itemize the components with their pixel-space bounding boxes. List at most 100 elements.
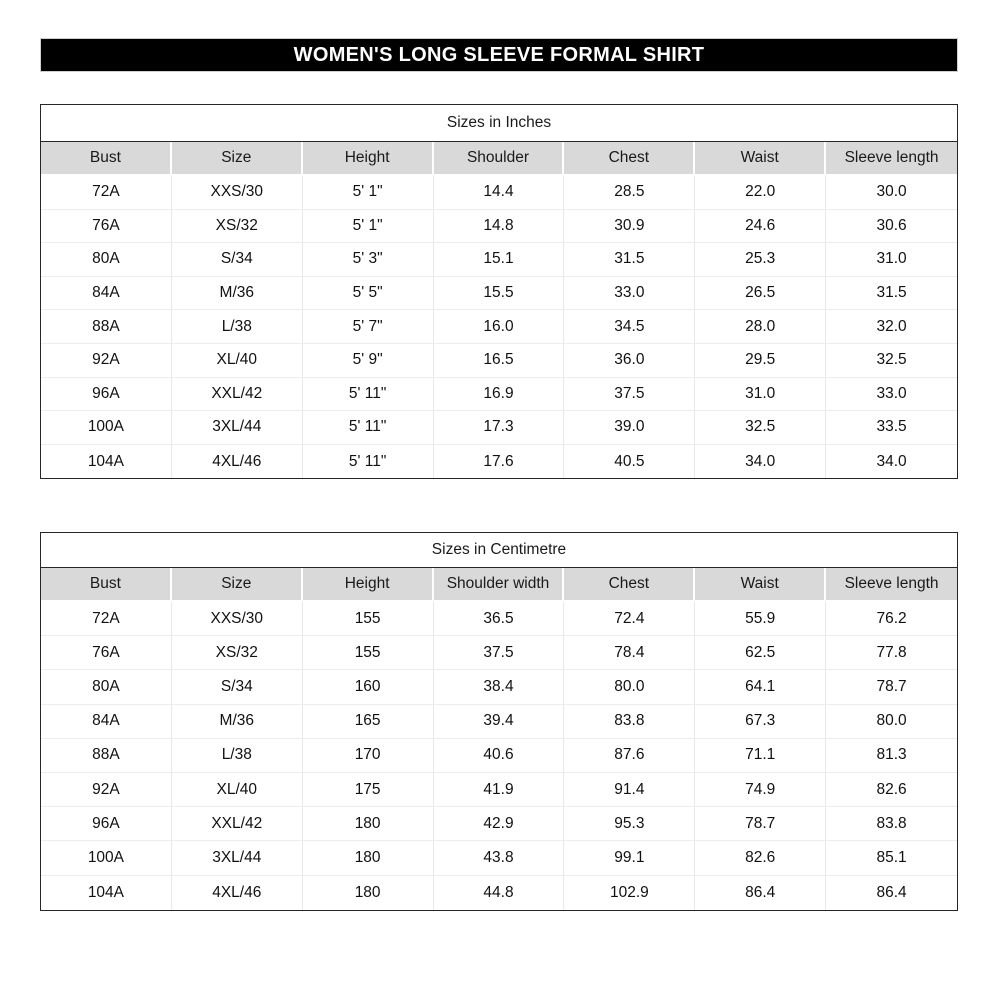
table-cell: 4XL/46 — [172, 875, 303, 910]
table-row: 84A M/36 165 39.4 83.8 67.3 80.0 — [41, 704, 957, 739]
size-table-centimetre: Sizes in Centimetre Bust Size Height Should… — [40, 532, 958, 911]
table-cell: 180 — [303, 807, 434, 841]
table-cell: 92A — [41, 772, 172, 807]
table-cell: 74.9 — [695, 772, 827, 807]
table-cell: 15.1 — [434, 243, 565, 276]
table-cell: 82.6 — [876, 780, 907, 798]
table-cell: 84A — [41, 276, 172, 310]
table-cell: 104A — [41, 444, 172, 479]
table-cell: 33.0 — [876, 384, 907, 402]
table-cell: 83.8 — [564, 704, 696, 738]
column-header: Shoulder — [433, 142, 565, 176]
table-header-row: Bust Size Height Shoulder width Chest Waist Sl… — [41, 568, 957, 602]
table-cell: 33.5 — [876, 418, 907, 436]
table-row: 76A XS/32 155 37.5 78.4 62.5 77.8 — [41, 636, 957, 671]
table-cell: 72A — [41, 602, 172, 636]
table-cell: 78.7 — [876, 677, 907, 695]
table-cell: 17.6 — [434, 444, 565, 479]
table-cell: 16.5 — [434, 343, 565, 377]
table-cell: 78.7 — [695, 807, 827, 841]
table-cell: 39.0 — [564, 411, 696, 444]
table-cell: 165 — [303, 704, 434, 738]
table-row: 88A L/38 5' 7" 16.0 34.5 28.0 32.0 — [41, 310, 957, 344]
table-row: 92A XL/40 5' 9" 16.5 36.0 29.5 32.5 — [41, 343, 957, 378]
table-cell: 16.9 — [434, 377, 565, 411]
table-row: 96A XXL/42 180 42.9 95.3 78.7 83.8 — [41, 807, 957, 842]
table-row: 80A S/34 5' 3" 15.1 31.5 25.3 31.0 — [41, 243, 957, 277]
table-row: 80A S/34 160 38.4 80.0 64.1 78.7 — [41, 670, 957, 705]
table-cell: 32.5 — [876, 351, 907, 369]
table-cell: 38.4 — [434, 670, 565, 704]
table-cell: 24.6 — [695, 209, 827, 243]
table-cell: 26.5 — [695, 276, 827, 310]
table-cell: 77.8 — [876, 643, 907, 661]
table-cell: 80.0 — [876, 712, 907, 730]
table-cell: 28.5 — [564, 176, 696, 209]
table-cell: 30.9 — [564, 209, 696, 243]
table-cell: 80.0 — [564, 670, 696, 704]
column-header: Sleeve length — [826, 142, 957, 176]
column-header: Height — [302, 142, 434, 176]
table-cell: 160 — [303, 670, 434, 704]
table-cell: XS/32 — [172, 636, 303, 670]
table-title-inches: Sizes in Inches — [41, 105, 957, 142]
table-cell: 92A — [41, 343, 172, 377]
table-cell: 32.0 — [876, 317, 907, 335]
table-cell: 31.5 — [876, 284, 907, 302]
table-row: 76A XS/32 5' 1" 14.8 30.9 24.6 30.6 — [41, 209, 957, 244]
table-cell: 102.9 — [564, 875, 696, 910]
table-cell: 55.9 — [695, 602, 827, 636]
table-row: 72A XXS/30 5' 1" 14.4 28.5 22.0 30.0 — [41, 176, 957, 210]
table-cell: 37.5 — [434, 636, 565, 670]
table-cell: 29.5 — [695, 343, 827, 377]
table-cell: 88A — [41, 310, 172, 343]
table-row: 92A XL/40 175 41.9 91.4 74.9 82.6 — [41, 772, 957, 808]
table-cell: 5' 5" — [303, 276, 434, 310]
table-cell: 71.1 — [695, 738, 827, 772]
table-body: 72A XXS/30 5' 1" 14.4 28.5 22.0 30.0 76A XS/32 5'… — [41, 176, 957, 479]
table-cell: 32.5 — [695, 411, 827, 444]
table-body: 72A XXS/30 155 36.5 72.4 55.9 76.2 76A XS/32 155 3… — [41, 602, 957, 910]
table-cell: 80A — [41, 243, 172, 276]
table-cell: 72.4 — [564, 602, 696, 636]
table-cell: 36.5 — [434, 602, 565, 636]
table-cell: 87.6 — [564, 738, 696, 772]
table-cell: 86.4 — [876, 883, 907, 901]
table-cell: 3XL/44 — [172, 411, 303, 444]
table-row: 84A M/36 5' 5" 15.5 33.0 26.5 31.5 — [41, 276, 957, 311]
table-cell: S/34 — [172, 243, 303, 276]
table-cell: 4XL/46 — [172, 444, 303, 479]
table-row: 72A XXS/30 155 36.5 72.4 55.9 76.2 — [41, 602, 957, 637]
table-cell: 155 — [303, 602, 434, 636]
table-cell: 99.1 — [564, 841, 696, 875]
table-cell: 85.1 — [876, 848, 907, 866]
table-cell: 91.4 — [564, 772, 696, 807]
column-header: Size — [171, 142, 303, 176]
column-header: Waist — [695, 142, 827, 176]
table-cell: 34.0 — [695, 444, 827, 479]
size-table-inches: Sizes in Inches Bust Size Height Shoulder Ch… — [40, 104, 958, 480]
table-cell: XL/40 — [172, 343, 303, 377]
page-title: WOMEN'S LONG SLEEVE FORMAL SHIRT — [293, 43, 705, 66]
table-cell: 76.2 — [876, 609, 907, 627]
table-cell: 76A — [41, 209, 172, 243]
table-cell: XS/32 — [172, 209, 303, 243]
table-cell: 88A — [41, 738, 172, 772]
table-cell: XXL/42 — [172, 807, 303, 841]
table-cell: 37.5 — [564, 377, 696, 411]
table-cell: 100A — [41, 841, 172, 875]
table-cell: 14.4 — [434, 176, 565, 209]
table-cell: 72A — [41, 176, 172, 209]
table-cell: 82.6 — [695, 841, 827, 875]
table-cell: 41.9 — [434, 772, 565, 807]
table-cell: 43.8 — [434, 841, 565, 875]
table-cell: 31.0 — [695, 377, 827, 411]
table-cell: XL/40 — [172, 772, 303, 807]
table-cell: 180 — [303, 841, 434, 875]
table-cell: 62.5 — [695, 636, 827, 670]
column-header: Sleeve length — [826, 568, 957, 602]
table-cell: 33.0 — [564, 276, 696, 310]
table-cell: 34.0 — [876, 452, 907, 470]
table-cell: XXS/30 — [172, 176, 303, 209]
